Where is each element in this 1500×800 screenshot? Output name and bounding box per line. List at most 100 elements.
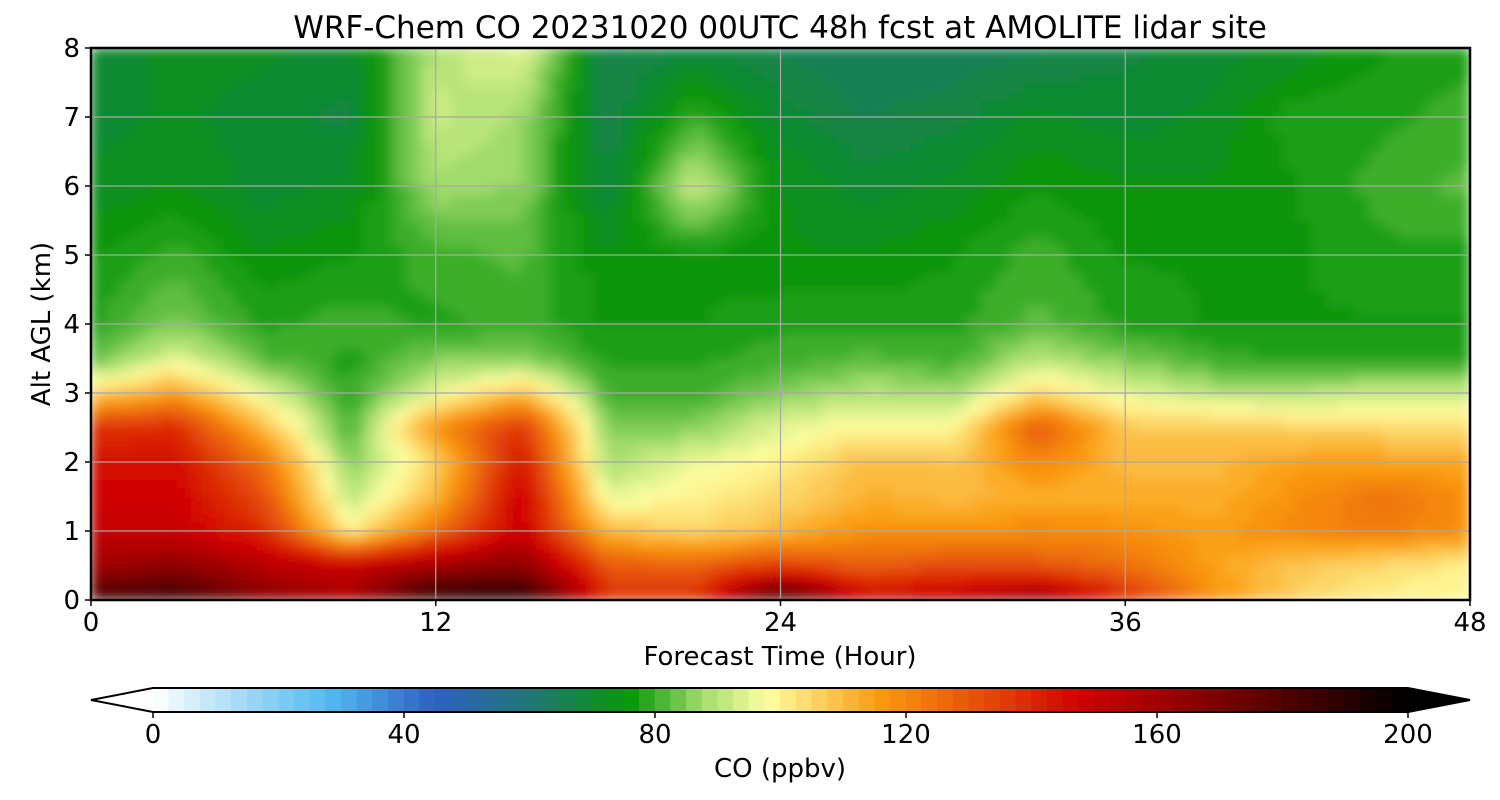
contour-cell [1009, 306, 1026, 316]
contour-cell [1110, 297, 1126, 308]
contour-cell [435, 582, 451, 592]
contour-cell [191, 280, 207, 290]
contour-cell [1397, 245, 1414, 256]
contour-cell [938, 306, 954, 316]
contour-cell [894, 573, 911, 584]
contour-cell [147, 202, 164, 213]
contour-cell [507, 418, 523, 428]
contour-cell [851, 573, 868, 584]
contour-cell [507, 513, 523, 523]
contour-cell [1455, 461, 1470, 472]
contour-cell [147, 487, 164, 497]
contour-cell [765, 323, 781, 334]
contour-cell [952, 358, 968, 368]
contour-cell [1067, 521, 1083, 532]
contour-cell [1038, 513, 1054, 523]
contour-cell [119, 444, 135, 454]
contour-cell [665, 151, 681, 161]
contour-cell [765, 444, 781, 454]
contour-cell [1110, 504, 1126, 515]
contour-cell [981, 556, 997, 566]
contour-cell [880, 590, 896, 600]
contour-cell [1067, 289, 1083, 299]
contour-cell [1009, 452, 1026, 463]
contour-cell [679, 185, 695, 196]
contour-cell [1368, 375, 1385, 385]
contour-cell [1268, 478, 1284, 489]
contour-cell [147, 392, 164, 403]
contour-cell [521, 245, 537, 256]
contour-cell [191, 366, 207, 377]
contour-cell [449, 383, 465, 394]
contour-cell [607, 366, 623, 377]
contour-cell [578, 452, 595, 463]
contour-cell [104, 306, 121, 316]
contour-cell [665, 237, 681, 247]
contour-cell [1426, 151, 1442, 161]
contour-cell [1024, 444, 1040, 454]
contour-cell [320, 582, 336, 592]
contour-cell [1110, 461, 1126, 472]
contour-cell [377, 151, 394, 161]
contour-cell [1282, 392, 1299, 403]
contour-cell [535, 176, 552, 187]
contour-cell [1239, 409, 1256, 420]
contour-cell [593, 220, 609, 230]
contour-cell [880, 504, 896, 515]
contour-cell [1282, 539, 1299, 549]
contour-cell [420, 289, 437, 299]
contour-cell [650, 435, 667, 446]
contour-cell [722, 340, 738, 351]
contour-cell [923, 159, 940, 170]
contour-cell [176, 470, 193, 480]
contour-cell [952, 435, 968, 446]
contour-cell [564, 332, 580, 342]
contour-cell [1268, 539, 1284, 549]
contour-cell [449, 220, 465, 230]
contour-cell [248, 547, 264, 558]
contour-cell [1325, 444, 1342, 454]
contour-cell [808, 539, 825, 549]
contour-cell [650, 228, 667, 239]
contour-cell [1311, 263, 1327, 273]
contour-cell [1412, 375, 1428, 385]
contour-cell [377, 323, 394, 334]
contour-cell [305, 427, 322, 437]
contour-cell [894, 159, 911, 170]
contour-cell [1239, 478, 1256, 489]
contour-cell [205, 237, 221, 247]
contour-cell [521, 280, 537, 290]
contour-cell [1268, 297, 1284, 308]
contour-cell [1196, 383, 1212, 394]
contour-cell [1383, 202, 1399, 213]
contour-cell [1052, 314, 1069, 325]
contour-cell [463, 565, 480, 575]
contour-cell [1354, 289, 1370, 299]
contour-cell [837, 375, 853, 385]
contour-cell [1124, 418, 1141, 428]
contour-cell [909, 513, 925, 523]
contour-cell [305, 159, 322, 170]
contour-cell [435, 392, 451, 403]
contour-cell [1081, 375, 1098, 385]
contour-cell [1368, 332, 1385, 342]
contour-cell [1397, 254, 1414, 265]
contour-cell [866, 452, 882, 463]
contour-cell [291, 565, 307, 575]
contour-cell [1124, 254, 1141, 265]
contour-cell [363, 220, 379, 230]
contour-cell [1124, 211, 1141, 221]
contour-cell [578, 590, 595, 600]
contour-cell [1239, 530, 1256, 541]
contour-cell [837, 504, 853, 515]
contour-cell [578, 280, 595, 290]
contour-cell [349, 211, 365, 221]
contour-cell [277, 487, 293, 497]
contour-cell [262, 504, 279, 515]
contour-cell [1110, 314, 1126, 325]
contour-cell [794, 297, 810, 308]
contour-cell [234, 504, 250, 515]
contour-cell [262, 245, 279, 256]
contour-cell [736, 444, 753, 454]
contour-cell [1297, 176, 1313, 187]
